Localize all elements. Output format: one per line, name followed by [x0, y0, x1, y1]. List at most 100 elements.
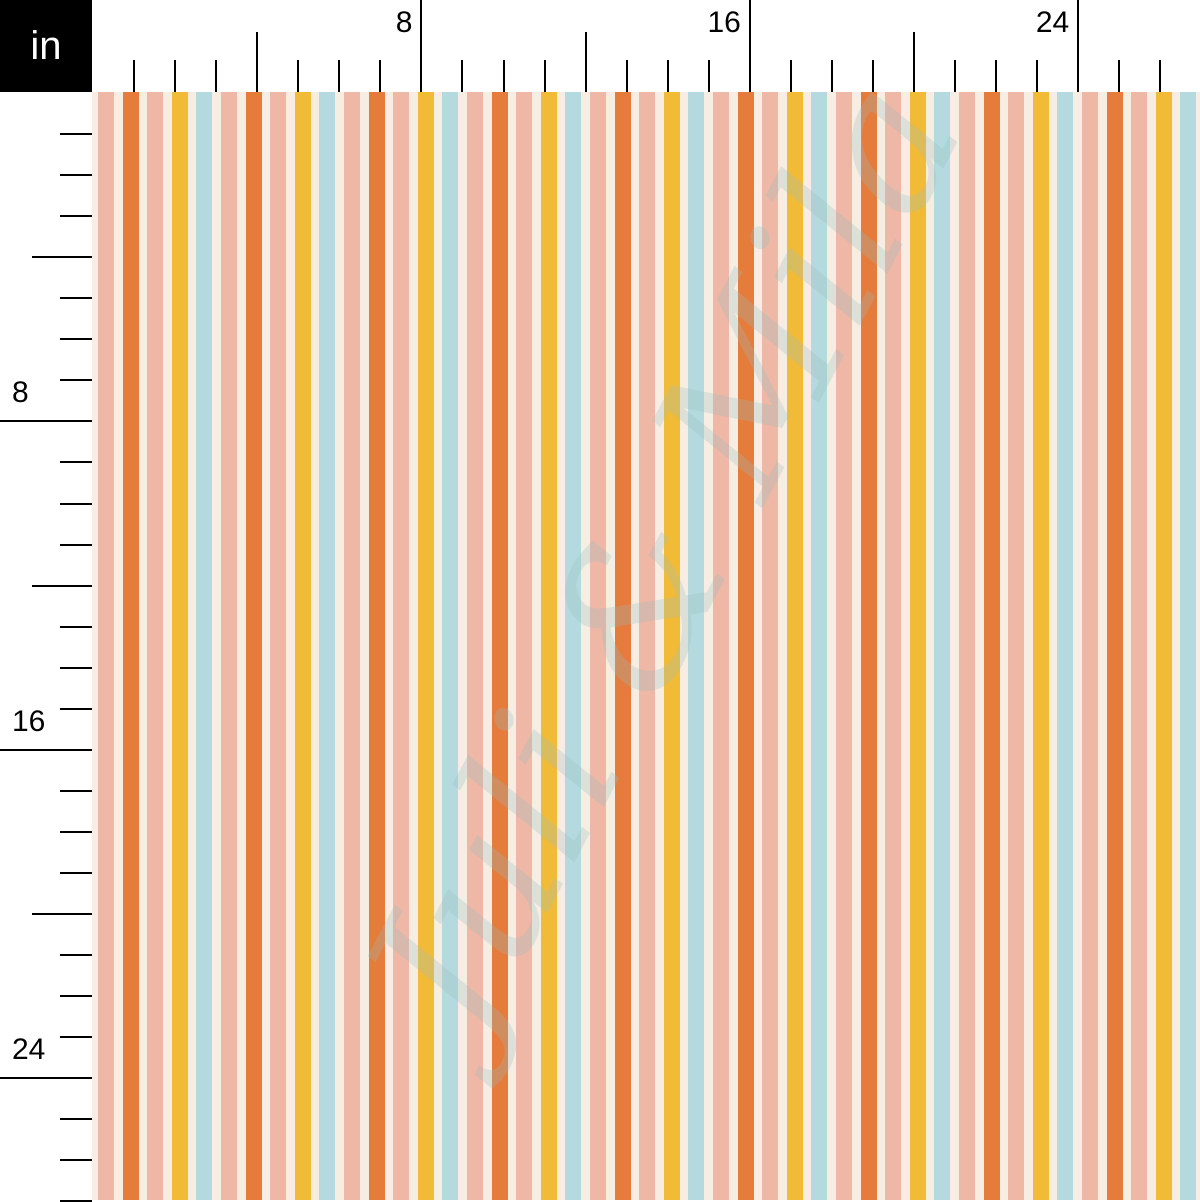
stripe: [639, 92, 656, 1200]
top-ruler-tick: [174, 60, 177, 92]
stripe: [1082, 92, 1098, 1200]
top-ruler-tick: [995, 60, 998, 92]
stripe: [885, 92, 902, 1200]
left-ruler-label: 16: [12, 704, 46, 738]
top-ruler-tick: [461, 60, 464, 92]
top-ruler-tick: [584, 32, 587, 92]
top-ruler-tick: [338, 60, 341, 92]
left-ruler-tick: [60, 543, 92, 546]
fabric-pattern: Juli & Mila: [92, 92, 1200, 1200]
left-ruler-tick: [32, 584, 92, 587]
stripe: [122, 92, 139, 1200]
stripe: [983, 92, 1000, 1200]
top-ruler-tick: [666, 60, 669, 92]
top-ruler-tick: [954, 60, 957, 92]
left-ruler-tick: [60, 707, 92, 710]
stripe: [270, 92, 287, 1200]
stripe: [221, 92, 237, 1200]
stripe: [909, 92, 926, 1200]
left-ruler-tick: [0, 748, 92, 751]
stripe: [737, 92, 754, 1200]
left-ruler-tick: [60, 1118, 92, 1121]
top-ruler-tick: [1159, 60, 1162, 92]
stripe: [1057, 92, 1074, 1200]
left-ruler-tick: [60, 1159, 92, 1162]
stripe: [368, 92, 385, 1200]
left-ruler-tick: [60, 954, 92, 957]
left-ruler-label: 24: [12, 1033, 46, 1067]
left-ruler-tick: [60, 1036, 92, 1039]
left-ruler-tick: [60, 133, 92, 136]
stripe: [393, 92, 410, 1200]
left-ruler-tick: [60, 995, 92, 998]
stripe: [294, 92, 311, 1200]
stripe: [319, 92, 336, 1200]
stripe: [614, 92, 631, 1200]
top-ruler-tick: [625, 60, 628, 92]
stripe: [688, 92, 705, 1200]
top-ruler-tick: [789, 60, 792, 92]
top-ruler-tick: [913, 32, 915, 92]
left-ruler-tick: [60, 789, 92, 792]
stripe: [1155, 92, 1172, 1200]
stripe: [1106, 92, 1123, 1200]
left-ruler-tick: [60, 338, 92, 341]
stripe: [786, 92, 803, 1200]
top-ruler-tick: [379, 60, 382, 92]
left-ruler-tick: [60, 666, 92, 669]
stripe: [836, 92, 852, 1200]
top-ruler-tick: [133, 60, 136, 92]
stripe: [1131, 92, 1148, 1200]
stripe: [1180, 92, 1197, 1200]
top-ruler-tick: [420, 0, 423, 92]
top-ruler-tick: [297, 60, 300, 92]
stripe: [959, 92, 975, 1200]
top-ruler-label: 16: [707, 6, 741, 39]
left-ruler-tick: [32, 256, 92, 259]
left-ruler-tick: [60, 871, 92, 874]
stripe: [442, 92, 459, 1200]
stripe: [565, 92, 582, 1200]
left-ruler-tick: [60, 174, 92, 177]
left-ruler-tick: [0, 1077, 92, 1080]
stripe: [590, 92, 606, 1200]
top-ruler-tick: [830, 60, 833, 92]
stripe: [245, 92, 262, 1200]
top-ruler-label: 8: [395, 6, 413, 39]
top-ruler-tick: [748, 0, 751, 92]
stripe: [491, 92, 508, 1200]
top-ruler-tick: [871, 60, 874, 92]
left-ruler-label: 8: [12, 376, 29, 410]
left-ruler-tick: [60, 461, 92, 464]
left-ruler-tick: [60, 502, 92, 505]
stripe: [467, 92, 483, 1200]
top-ruler-tick: [707, 60, 710, 92]
top-ruler-tick: [215, 60, 218, 92]
unit-label: in: [0, 0, 92, 92]
top-ruler-tick: [1036, 60, 1039, 92]
top-ruler-tick: [543, 60, 546, 92]
stripe: [171, 92, 188, 1200]
top-ruler-tick: [256, 32, 259, 92]
stripe: [516, 92, 533, 1200]
stripe: [1008, 92, 1025, 1200]
left-ruler-tick: [60, 830, 92, 833]
stripe: [860, 92, 877, 1200]
stripe: [663, 92, 680, 1200]
stripe: [1032, 92, 1049, 1200]
left-ruler-tick: [0, 420, 92, 423]
left-ruler-tick: [60, 625, 92, 628]
left-ruler-tick: [32, 913, 92, 915]
stripe: [147, 92, 164, 1200]
stripe: [417, 92, 434, 1200]
top-ruler-tick: [1077, 0, 1080, 92]
top-ruler-label: 24: [1035, 6, 1070, 39]
top-ruler-tick: [502, 60, 505, 92]
stripe: [98, 92, 114, 1200]
top-ruler-tick: [1118, 60, 1121, 92]
stripe: [540, 92, 557, 1200]
stripe: [811, 92, 828, 1200]
stripe: [196, 92, 213, 1200]
left-ruler-tick: [60, 215, 92, 218]
stripe: [762, 92, 779, 1200]
